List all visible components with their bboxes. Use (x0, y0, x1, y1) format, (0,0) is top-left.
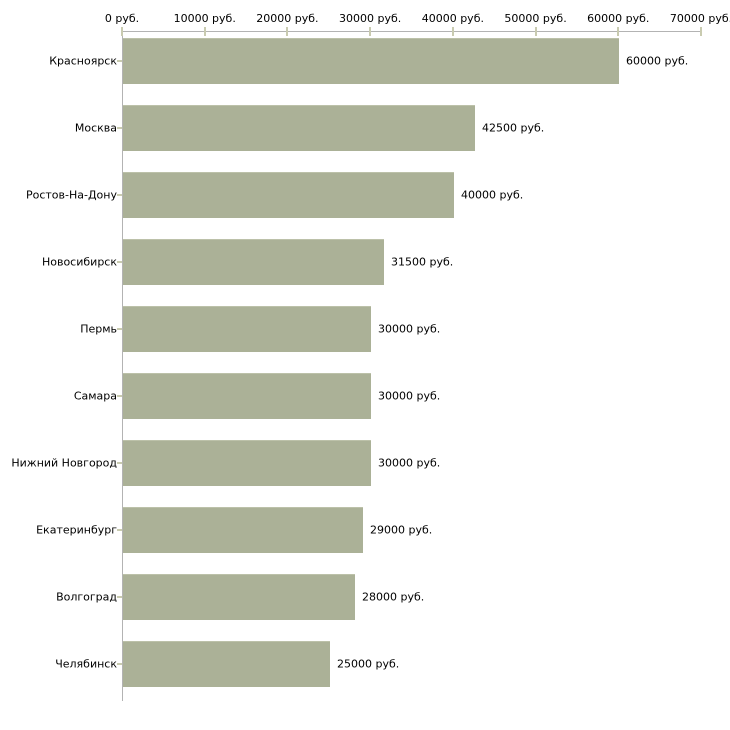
x-axis-tick (369, 27, 372, 36)
category-label: Пермь (80, 322, 117, 336)
y-axis-tick (117, 395, 122, 397)
bar (123, 38, 619, 84)
x-axis-tick (700, 27, 702, 36)
x-axis-tick (286, 27, 289, 36)
y-axis-tick (117, 328, 122, 330)
bar (123, 172, 454, 218)
x-axis-tick (203, 27, 206, 36)
y-axis-tick (117, 194, 122, 196)
x-axis-tick-label: 50000 руб. (504, 12, 567, 25)
category-label: Москва (74, 121, 117, 135)
y-axis-line (122, 31, 123, 701)
value-label: 30000 руб. (378, 322, 441, 336)
x-axis-tick-label: 10000 руб. (173, 12, 236, 25)
category-label: Самара (73, 389, 117, 403)
x-axis-line (122, 31, 702, 32)
category-label: Новосибирск (41, 255, 117, 269)
bar (123, 641, 330, 687)
x-axis-tick-label: 20000 руб. (256, 12, 319, 25)
bar (123, 507, 363, 553)
y-axis-tick (117, 60, 122, 62)
category-label: Екатеринбург (36, 523, 117, 537)
x-axis-tick (451, 27, 454, 36)
y-axis-tick (117, 261, 122, 263)
category-label: Волгоград (56, 590, 117, 604)
x-axis-tick-label: 60000 руб. (587, 12, 650, 25)
y-axis-tick (117, 462, 122, 464)
x-axis-tick (121, 27, 123, 36)
category-label: Красноярск (49, 54, 117, 68)
category-label: Ростов-На-Дону (25, 188, 117, 202)
y-axis-tick (117, 663, 122, 665)
bar (123, 239, 384, 285)
category-label: Нижний Новгород (11, 456, 117, 470)
x-axis-tick (617, 27, 620, 36)
y-axis-tick (117, 127, 122, 129)
value-label: 42500 руб. (482, 121, 545, 135)
value-label: 40000 руб. (461, 188, 524, 202)
bar (123, 574, 355, 620)
value-label: 30000 руб. (378, 456, 441, 470)
bar (123, 306, 371, 352)
y-axis-tick (117, 596, 122, 598)
value-label: 29000 руб. (370, 523, 433, 537)
x-axis-tick-label: 0 руб. (104, 12, 140, 25)
value-label: 31500 руб. (391, 255, 454, 269)
value-label: 25000 руб. (337, 657, 400, 671)
x-axis-tick-label: 70000 руб. (669, 12, 730, 25)
category-label: Челябинск (55, 657, 117, 671)
y-axis-tick (117, 529, 122, 531)
x-axis-tick-label: 30000 руб. (339, 12, 402, 25)
x-axis-tick (534, 27, 537, 36)
x-axis-tick-label: 40000 руб. (421, 12, 484, 25)
bar (123, 440, 371, 486)
bar (123, 373, 371, 419)
bar (123, 105, 475, 151)
value-label: 30000 руб. (378, 389, 441, 403)
value-label: 60000 руб. (626, 54, 689, 68)
value-label: 28000 руб. (362, 590, 425, 604)
